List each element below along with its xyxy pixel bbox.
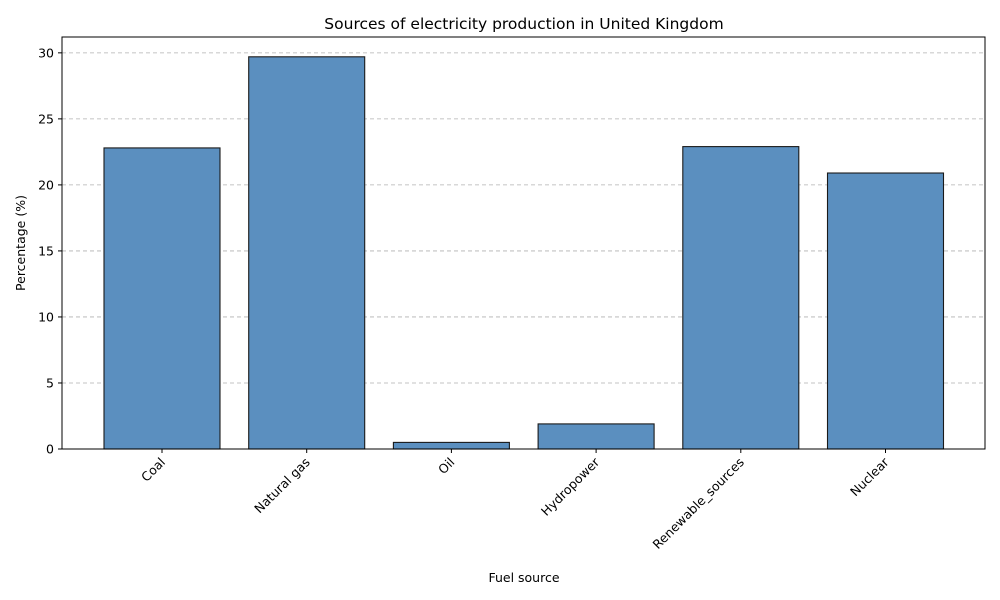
x-tick-label: Renewable_sources	[650, 455, 747, 552]
bars	[103, 56, 945, 450]
bar-coal	[103, 147, 221, 450]
plot-frame	[61, 36, 986, 450]
x-tick-label: Natural gas	[251, 455, 313, 517]
y-ticks: 0 5 10 15 20 25 30	[38, 45, 62, 457]
y-tick-label: 5	[46, 375, 54, 390]
x-tick-label: Nuclear	[847, 454, 892, 499]
x-tick-label: Coal	[138, 455, 168, 485]
axes	[61, 36, 986, 450]
x-axis-label: Fuel source	[488, 570, 559, 585]
y-tick-label: 20	[38, 177, 54, 192]
chart-title: Sources of electricity production in Uni…	[324, 15, 723, 33]
y-tick-label: 30	[38, 45, 54, 60]
y-tick-label: 10	[38, 309, 54, 324]
bar-hydropower	[537, 423, 655, 450]
bar-renewable-sources	[682, 146, 800, 450]
x-ticks: Coal Natural gas Oil Hydropower Renewable_so…	[138, 449, 892, 552]
y-tick-label: 0	[46, 442, 54, 457]
y-tick-label: 15	[38, 243, 54, 258]
x-tick-label: Hydropower	[538, 454, 603, 519]
bar-nuclear	[826, 172, 945, 450]
y-axis-label: Percentage (%)	[13, 195, 28, 291]
bar-natural-gas	[248, 56, 366, 450]
y-tick-label: 25	[38, 111, 54, 126]
x-tick-label: Oil	[435, 455, 457, 477]
bar-oil	[392, 441, 510, 450]
